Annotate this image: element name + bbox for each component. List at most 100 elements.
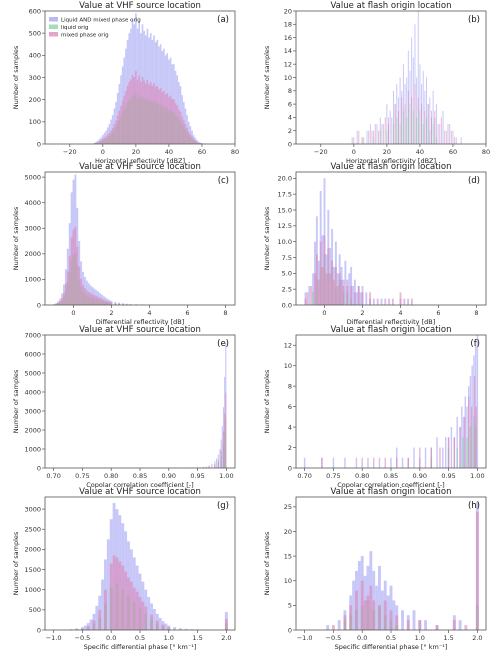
bar [401,97,403,144]
x-tick-label: 1.00 [470,472,484,480]
panel-a: Value at VHF source location −20 0 20 40 60 80… [12,1,239,165]
bar [375,585,379,630]
panel-label: (g) [217,501,229,511]
series-all [185,342,227,468]
bar [133,77,136,144]
bar [130,79,132,144]
panel-title: Value at flash origin location [331,325,452,335]
bar [396,117,398,144]
bar [442,447,444,468]
y-tick-label: 15.0 [278,206,292,214]
bar [138,596,142,630]
bar [221,426,223,468]
legend-swatch-all [49,17,58,22]
bar [141,601,145,630]
x-tick-label: 1.0 [164,634,174,642]
y-tick-label: 1000 [24,445,41,453]
bar [355,590,358,630]
y-tick-label: 3000 [24,505,41,513]
bar [161,624,165,630]
legend-label-all: Liquid AND mixed phase orig [61,17,141,23]
series-mixed [331,511,479,630]
bar [106,539,110,630]
bar [352,580,356,630]
bar [95,142,98,144]
bar [78,266,81,305]
bar [416,117,418,144]
plot-frame [295,171,487,306]
x-tick-label: 0.80 [104,472,118,480]
bar [64,283,67,305]
bar [390,457,392,468]
panel-g: Value at VHF source location −1.0 −0.5 0.0 0… [12,487,236,651]
bar [179,111,182,144]
bar [342,286,345,305]
bar [326,625,330,630]
y-tick-label: 2000 [24,426,41,434]
bar [361,457,363,468]
bar [176,105,178,144]
bar [374,124,376,144]
bar [143,80,145,144]
bar [424,110,426,144]
bar [92,620,96,630]
y-tick-label: 1500 [24,566,41,574]
y-axis-label: Number of samples [12,531,20,595]
bar [416,77,418,144]
bar [427,104,429,144]
y-tick-label: 2500 [24,526,41,534]
bar [373,457,375,468]
x-tick-label: 80 [482,148,490,156]
bar [184,628,188,630]
bar [468,396,470,468]
y-tick-label: 0 [288,464,292,472]
bar [99,297,102,305]
series-mixed [53,226,143,305]
bar [164,623,168,630]
y-tick-label: 7.5 [282,254,292,262]
bar [171,99,174,144]
bar [114,303,117,305]
bar [453,437,456,468]
bar [340,279,343,305]
y-tick-label: 2 [288,127,292,135]
bar [197,142,200,144]
bar [120,105,122,144]
x-tick-label: −1.0 [46,634,62,642]
bar [190,629,194,630]
y-tick-label: 1000 [24,276,41,284]
bar [473,375,476,468]
x-tick-label: 0 [71,309,75,317]
bar [475,406,477,468]
bar [419,64,421,144]
bar [127,577,130,630]
bar [450,427,453,468]
bar [439,124,441,144]
y-tick-label: 2 [288,444,292,452]
y-tick-label: 2000 [24,546,41,554]
bar [388,298,391,305]
x-tick-label: 1.5 [192,634,202,642]
bar [442,110,444,144]
bar [409,104,411,144]
y-tick-label: 400 [29,52,41,60]
bar [104,589,107,630]
x-tick-label: 0.70 [297,472,311,480]
bar [452,130,454,144]
y-tick-label: 12 [284,61,292,69]
bar [97,142,99,144]
y-axis-label: Number of samples [263,206,271,270]
bar [392,90,394,144]
bar [152,609,156,630]
bar [135,70,137,144]
bars [303,335,479,468]
bar [432,90,434,144]
panel-e: Value at VHF source location 0.70 0.75 0.80… [12,325,236,489]
bar [141,77,144,144]
bar [384,117,386,144]
bar [455,137,457,144]
bar [136,79,139,144]
y-tick-label: 0 [288,626,292,634]
bar [317,279,320,305]
